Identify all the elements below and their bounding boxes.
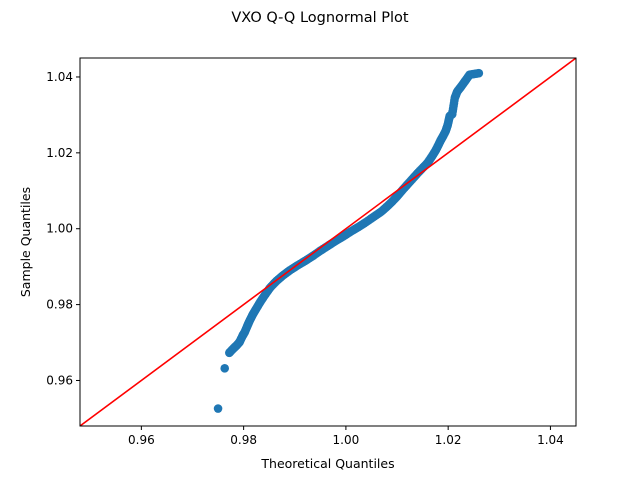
y-tick-label: 0.96 — [46, 373, 73, 387]
x-tick-label: 1.02 — [435, 433, 462, 447]
y-axis-ticks: 0.96 0.98 1.00 1.02 1.04 — [46, 70, 80, 387]
plot-area — [79, 57, 577, 427]
y-tick-label: 1.02 — [46, 146, 73, 160]
data-point — [220, 364, 230, 373]
x-tick-label: 1.00 — [333, 433, 360, 447]
y-tick-label: 1.04 — [46, 70, 73, 84]
reference-line — [80, 58, 576, 426]
chart-title: VXO Q-Q Lognormal Plot — [231, 10, 409, 26]
reference-line-layer — [80, 58, 576, 426]
data-point — [473, 69, 482, 78]
plot-frame — [79, 57, 577, 427]
y-tick-label: 0.98 — [46, 298, 73, 312]
x-axis-ticks: 0.96 0.98 1.00 1.02 1.04 — [128, 426, 564, 447]
data-point — [213, 404, 223, 413]
x-tick-label: 0.98 — [230, 433, 257, 447]
points-layer — [213, 68, 484, 413]
x-tick-label: 0.96 — [128, 433, 155, 447]
y-tick-label: 1.00 — [46, 222, 73, 236]
x-tick-label: 1.04 — [537, 433, 564, 447]
x-axis-label: Theoretical Quantiles — [260, 456, 394, 471]
y-axis-label: Sample Quantiles — [18, 187, 33, 297]
